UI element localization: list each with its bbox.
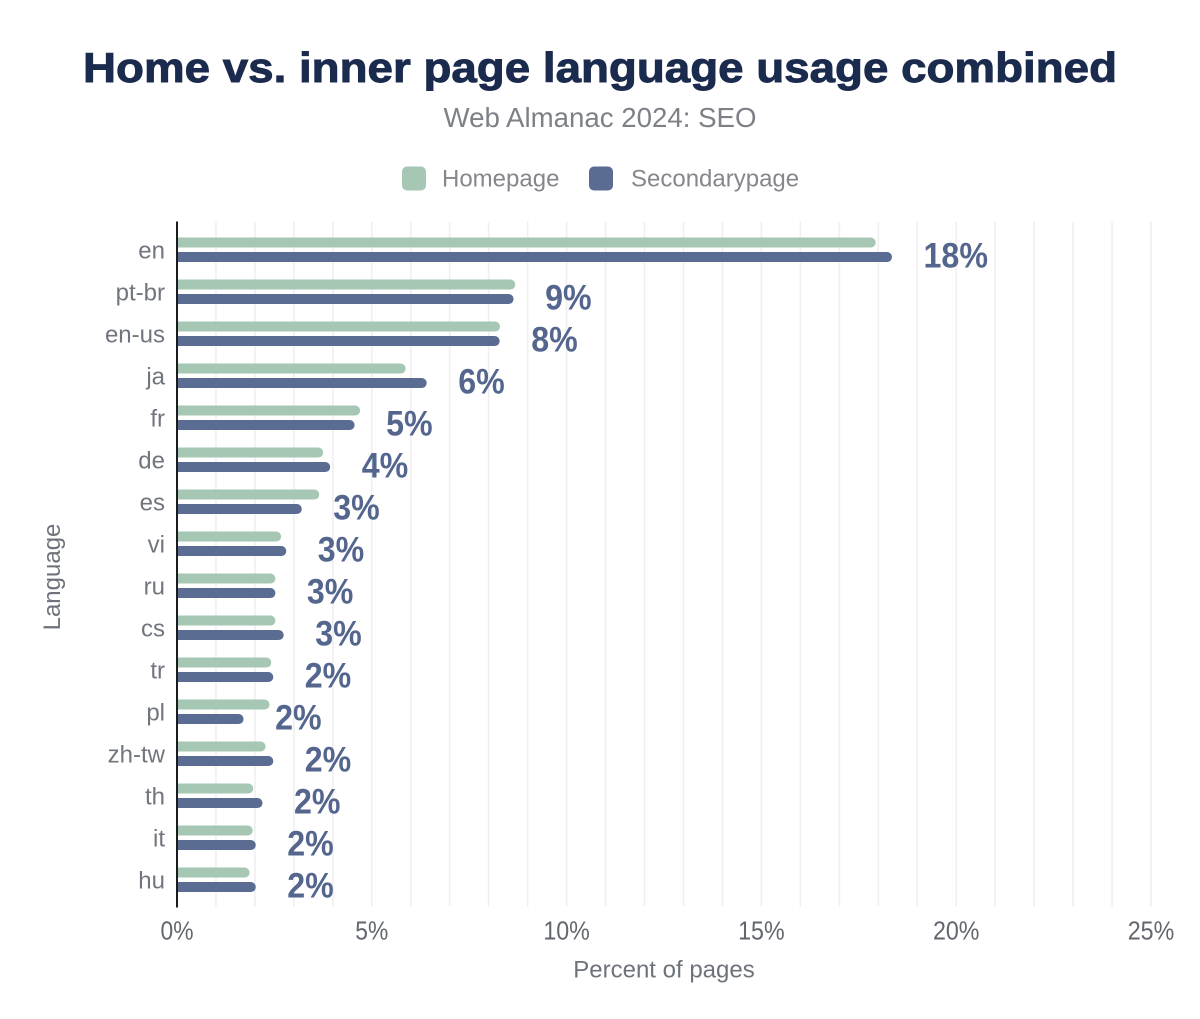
svg-text:Web Almanac 2024: SEO: Web Almanac 2024: SEO — [444, 102, 757, 133]
svg-text:es: es — [140, 490, 165, 517]
svg-text:hu: hu — [138, 868, 165, 895]
svg-text:pt-br: pt-br — [116, 280, 165, 307]
svg-text:4%: 4% — [362, 446, 409, 485]
svg-text:en-us: en-us — [105, 322, 165, 349]
svg-text:Home vs. inner page language u: Home vs. inner page language usage combi… — [83, 44, 1117, 91]
svg-text:2%: 2% — [305, 656, 352, 695]
svg-text:2%: 2% — [287, 866, 334, 905]
svg-text:tr: tr — [150, 658, 165, 685]
svg-text:pl: pl — [146, 700, 165, 727]
svg-text:ru: ru — [144, 574, 165, 601]
svg-text:2%: 2% — [275, 698, 322, 737]
svg-text:3%: 3% — [315, 614, 362, 653]
svg-text:15%: 15% — [738, 915, 785, 945]
svg-text:3%: 3% — [318, 530, 365, 569]
svg-text:zh-tw: zh-tw — [108, 742, 166, 769]
svg-text:Language: Language — [39, 524, 66, 631]
svg-text:5%: 5% — [386, 404, 433, 443]
svg-text:3%: 3% — [333, 488, 380, 527]
svg-text:ja: ja — [145, 364, 165, 391]
svg-text:de: de — [138, 448, 165, 475]
svg-text:8%: 8% — [531, 320, 578, 359]
svg-text:it: it — [153, 826, 165, 853]
svg-text:en: en — [138, 238, 165, 265]
svg-text:cs: cs — [141, 616, 165, 643]
svg-text:th: th — [145, 784, 165, 811]
svg-text:Homepage: Homepage — [442, 166, 559, 193]
svg-text:20%: 20% — [933, 915, 980, 945]
svg-text:6%: 6% — [458, 362, 505, 401]
svg-text:vi: vi — [148, 532, 165, 559]
svg-text:fr: fr — [150, 406, 165, 433]
svg-text:25%: 25% — [1128, 915, 1175, 945]
svg-text:Secondarypage: Secondarypage — [631, 166, 799, 193]
svg-text:10%: 10% — [543, 915, 590, 945]
svg-text:18%: 18% — [924, 236, 989, 275]
svg-text:2%: 2% — [305, 740, 352, 779]
svg-text:9%: 9% — [545, 278, 592, 317]
svg-text:5%: 5% — [355, 915, 388, 945]
svg-text:2%: 2% — [287, 824, 334, 863]
svg-text:Percent of pages: Percent of pages — [573, 957, 754, 984]
svg-text:0%: 0% — [161, 915, 194, 945]
svg-text:3%: 3% — [307, 572, 354, 611]
svg-text:2%: 2% — [294, 782, 341, 821]
